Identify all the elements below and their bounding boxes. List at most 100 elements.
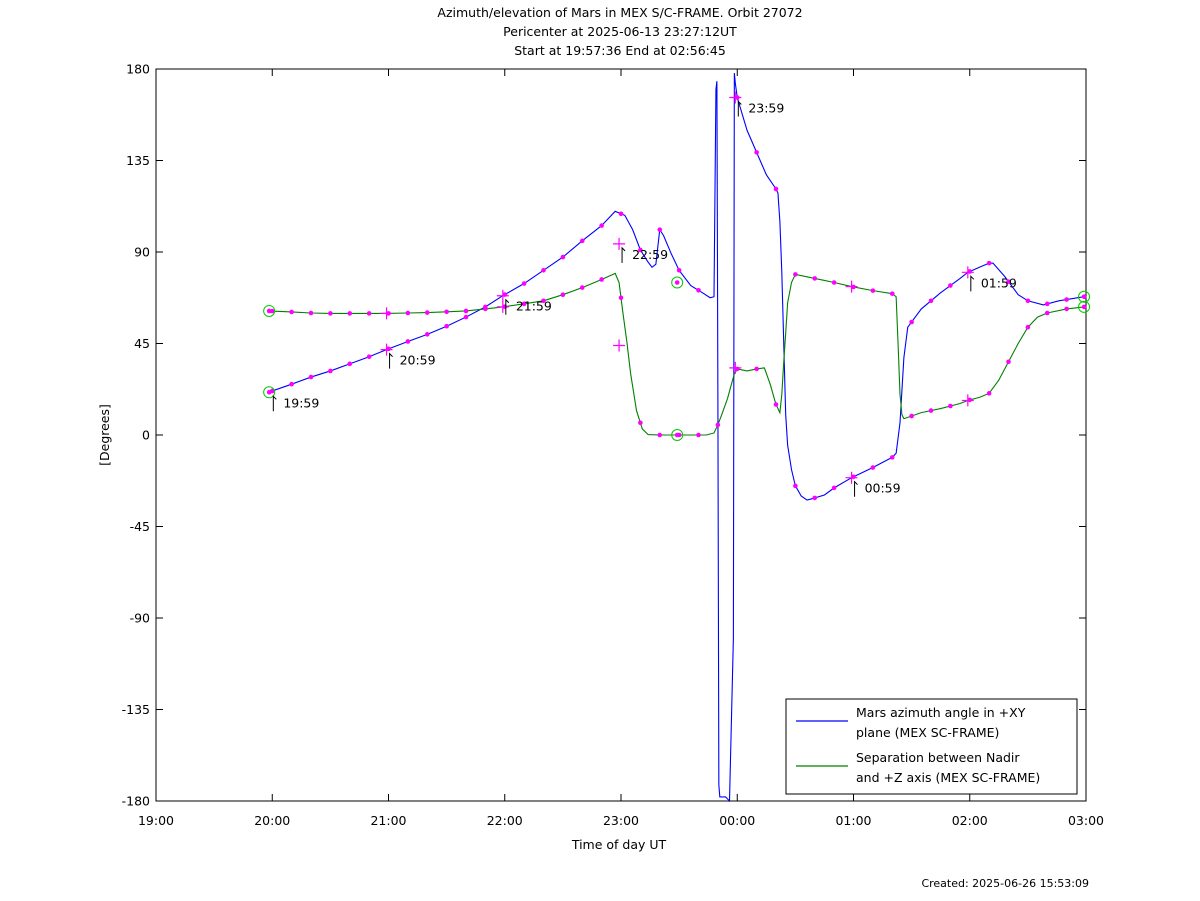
annotation-arrow bbox=[389, 352, 393, 369]
data-point-marker bbox=[463, 314, 469, 320]
legend-entry-text: plane (MEX SC-FRAME) bbox=[856, 725, 999, 740]
data-point-marker bbox=[1006, 359, 1011, 365]
data-point-marker bbox=[870, 465, 876, 470]
data-point-marker bbox=[405, 310, 411, 316]
data-point-marker bbox=[1064, 306, 1069, 312]
data-point-marker bbox=[831, 485, 837, 491]
x-tick-label: 03:00 bbox=[1068, 813, 1104, 828]
annotation-label: 21:59 bbox=[516, 299, 552, 314]
data-point-marker bbox=[347, 361, 353, 367]
data-point-marker bbox=[1006, 279, 1011, 284]
data-point-marker bbox=[674, 280, 680, 285]
data-point-marker bbox=[521, 281, 527, 286]
legend-box bbox=[785, 698, 1078, 795]
data-point-marker bbox=[308, 310, 314, 316]
x-tick-label: 21:00 bbox=[370, 813, 406, 828]
y-tick-label: -90 bbox=[130, 611, 150, 626]
data-point-marker bbox=[812, 276, 818, 281]
data-point-marker bbox=[599, 223, 604, 228]
hour-plus-marker bbox=[961, 266, 974, 279]
legend-entry-text: Separation between Nadir bbox=[856, 750, 1020, 765]
data-point-marker bbox=[579, 238, 585, 244]
annotation-label: 01:59 bbox=[981, 275, 1017, 290]
data-point-marker bbox=[986, 260, 992, 266]
data-point-marker bbox=[618, 211, 624, 217]
annotation-layer: 19:59 20:59 21:59 22:59 23:59 00:59 01:59 bbox=[272, 100, 1017, 497]
data-point-marker bbox=[541, 268, 546, 273]
data-point-marker bbox=[793, 272, 798, 277]
data-point-marker bbox=[1081, 304, 1087, 310]
data-point-marker bbox=[948, 403, 953, 409]
data-point-marker bbox=[696, 287, 701, 293]
annotation-arrow bbox=[621, 246, 626, 263]
endpoint-circle-marker bbox=[263, 304, 276, 317]
data-point-marker bbox=[638, 247, 643, 253]
plot-frame bbox=[155, 68, 1087, 802]
hour-plus-marker bbox=[496, 300, 509, 313]
data-point-marker bbox=[928, 408, 934, 413]
legend: Mars azimuth angle in +XY plane (MEX SC-F… bbox=[785, 698, 1078, 795]
hour-plus-marker bbox=[613, 339, 626, 352]
data-point-marker bbox=[541, 298, 546, 304]
marker-layer bbox=[263, 91, 1091, 501]
hour-plus-marker bbox=[380, 307, 393, 320]
data-point-marker bbox=[638, 420, 643, 426]
endpoint-circle-marker bbox=[1078, 300, 1091, 313]
x-tick-label: 20:00 bbox=[254, 813, 290, 828]
data-point-marker bbox=[793, 483, 798, 489]
legend-entry-text: Mars azimuth angle in +XY bbox=[856, 705, 1026, 720]
hour-plus-marker bbox=[496, 289, 509, 302]
x-axis-label: Time of day UT bbox=[571, 837, 667, 852]
data-point-marker bbox=[1064, 297, 1069, 302]
endpoint-circle-marker bbox=[1078, 290, 1091, 303]
chart-title: Azimuth/elevation of Mars in MEX S/C-FRA… bbox=[0, 3, 1200, 60]
data-point-marker bbox=[366, 354, 372, 360]
data-point-marker bbox=[870, 288, 876, 293]
x-tick-label: 22:00 bbox=[487, 813, 523, 828]
annotation-arrow bbox=[505, 298, 510, 315]
data-point-marker bbox=[676, 268, 682, 273]
data-point-marker bbox=[424, 310, 430, 315]
y-tick-label: 45 bbox=[134, 336, 150, 351]
legend-entry-text: and +Z axis (MEX SC-FRAME) bbox=[856, 770, 1040, 785]
annotation-label: 00:59 bbox=[865, 481, 901, 496]
x-tick-label: 02:00 bbox=[952, 813, 988, 828]
data-point-marker bbox=[696, 432, 701, 438]
data-point-marker bbox=[773, 402, 779, 407]
series-line-separation bbox=[268, 272, 1085, 436]
data-point-marker bbox=[560, 292, 566, 298]
x-tick-label: 19:00 bbox=[138, 813, 174, 828]
endpoint-circle-marker bbox=[263, 386, 276, 399]
annotation-label: 22:59 bbox=[632, 247, 668, 262]
y-tick-label: -45 bbox=[130, 519, 150, 534]
data-point-marker bbox=[948, 283, 953, 288]
chart-title-line-3: Start at 19:57:36 End at 02:56:45 bbox=[514, 43, 726, 58]
data-point-marker bbox=[909, 413, 914, 419]
y-tick-label: 135 bbox=[126, 153, 150, 168]
data-point-marker bbox=[463, 308, 469, 314]
chart-title-line-2: Pericenter at 2025-06-13 23:27:12UT bbox=[503, 24, 737, 39]
data-point-marker bbox=[986, 391, 992, 396]
annotation-arrow bbox=[272, 395, 277, 412]
x-tick-label: 00:00 bbox=[719, 813, 755, 828]
data-point-marker bbox=[1044, 301, 1050, 307]
data-point-marker bbox=[657, 432, 663, 438]
x-tick-label: 23:00 bbox=[603, 813, 639, 828]
y-tick-label: 90 bbox=[134, 245, 150, 260]
endpoint-circle-marker bbox=[671, 429, 684, 441]
data-point-marker bbox=[773, 186, 779, 192]
annotation-arrow bbox=[737, 100, 742, 117]
data-point-marker bbox=[889, 455, 895, 460]
hour-plus-marker bbox=[961, 394, 974, 407]
data-point-marker bbox=[1081, 294, 1087, 300]
data-point-marker bbox=[308, 374, 314, 380]
data-point-marker bbox=[347, 311, 353, 316]
annotation-label: 20:59 bbox=[400, 353, 436, 368]
chart-title-line-1: Azimuth/elevation of Mars in MEX S/C-FRA… bbox=[437, 5, 803, 20]
hour-plus-marker bbox=[845, 280, 858, 293]
endpoint-circle-marker bbox=[671, 276, 684, 289]
axes: 19:00 20:00 21:00 22:00 23:00 00:00 01:00 02:00… bbox=[122, 62, 1104, 829]
data-point-marker bbox=[366, 311, 372, 316]
data-point-marker bbox=[405, 339, 411, 344]
